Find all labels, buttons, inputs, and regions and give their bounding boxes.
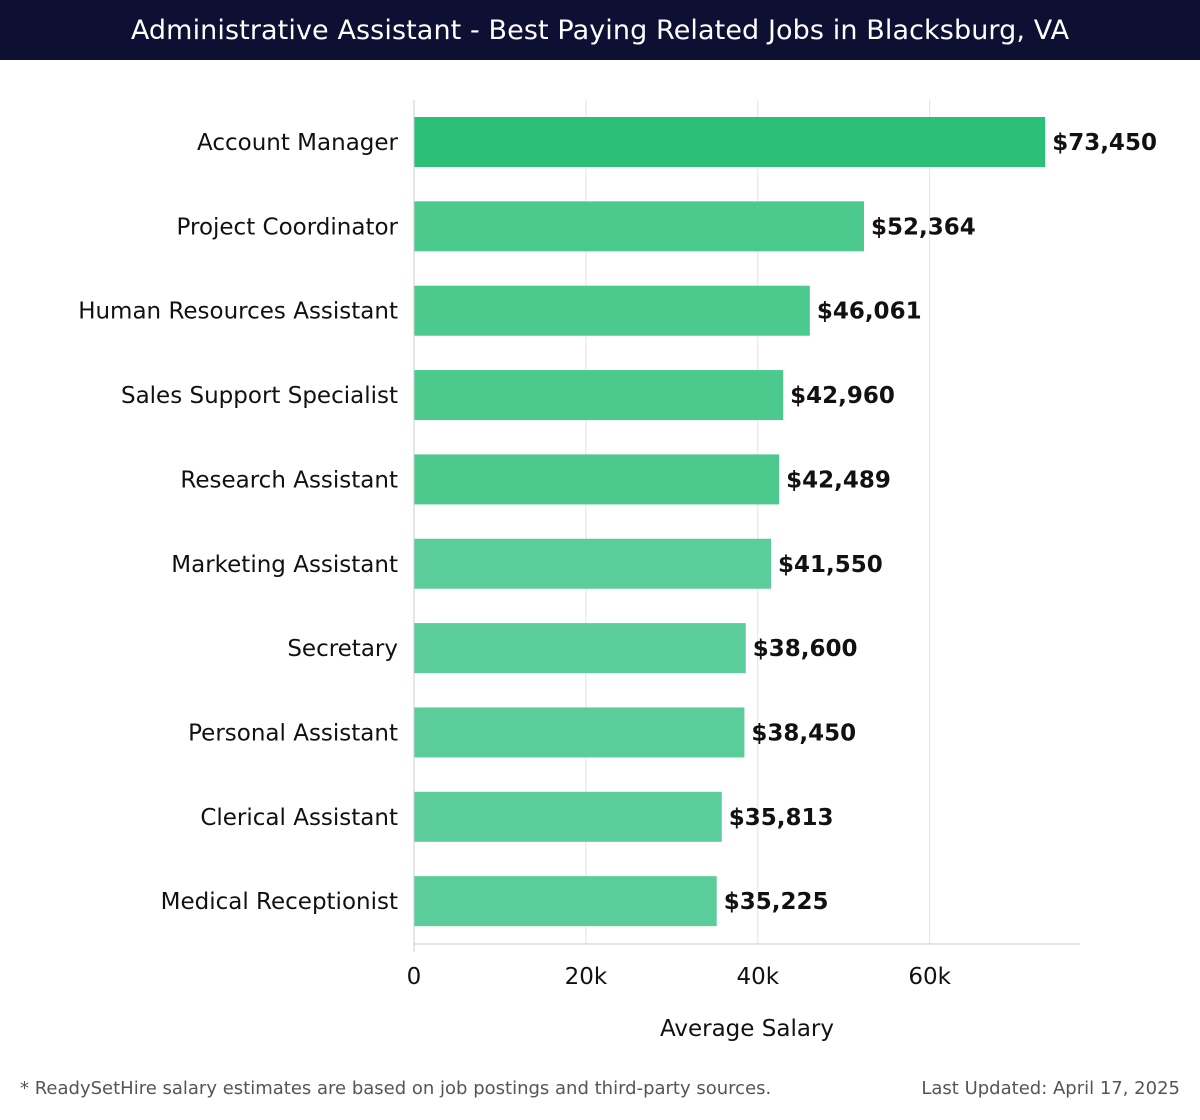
bar (414, 538, 772, 589)
value-label: $35,225 (724, 889, 829, 915)
bar (414, 707, 745, 758)
header-bar: Administrative Assistant - Best Paying R… (0, 0, 1200, 60)
bar (414, 370, 784, 421)
value-label: $38,450 (751, 720, 856, 746)
category-label: Secretary (287, 636, 398, 662)
bar (414, 117, 1046, 167)
bar (414, 876, 717, 927)
x-tick-label: 60k (908, 964, 951, 990)
category-label: Clerical Assistant (200, 805, 398, 831)
bar-chart: Account Manager Project Coordinator Human … (78, 100, 1157, 1042)
x-tick-label: 40k (736, 964, 779, 990)
value-label: $38,600 (753, 636, 858, 662)
x-tick-label: 20k (565, 964, 608, 990)
category-label: Sales Support Specialist (121, 383, 398, 409)
bar (414, 623, 746, 674)
category-label: Marketing Assistant (171, 552, 398, 578)
value-label: $52,364 (871, 214, 976, 240)
bar (414, 454, 780, 505)
category-label: Human Resources Assistant (78, 299, 398, 325)
footnote: * ReadySetHire salary estimates are base… (20, 1078, 772, 1099)
bar (414, 285, 810, 336)
x-axis-label: Average Salary (660, 1016, 834, 1042)
category-label: Research Assistant (180, 467, 398, 493)
value-label: $42,960 (790, 383, 895, 409)
category-label: Project Coordinator (177, 214, 399, 240)
value-label: $73,450 (1052, 130, 1157, 156)
category-label: Personal Assistant (188, 720, 398, 746)
value-label: $35,813 (729, 805, 834, 831)
value-label: $42,489 (786, 467, 891, 493)
bar (414, 201, 864, 252)
bar (414, 791, 722, 842)
x-tick-label: 0 (407, 964, 422, 990)
last-updated: Last Updated: April 17, 2025 (921, 1078, 1180, 1099)
value-label: $41,550 (778, 552, 883, 578)
category-label: Medical Receptionist (161, 889, 398, 915)
value-label: $46,061 (817, 299, 922, 325)
category-label: Account Manager (197, 130, 399, 156)
chart-title: Administrative Assistant - Best Paying R… (130, 14, 1070, 46)
